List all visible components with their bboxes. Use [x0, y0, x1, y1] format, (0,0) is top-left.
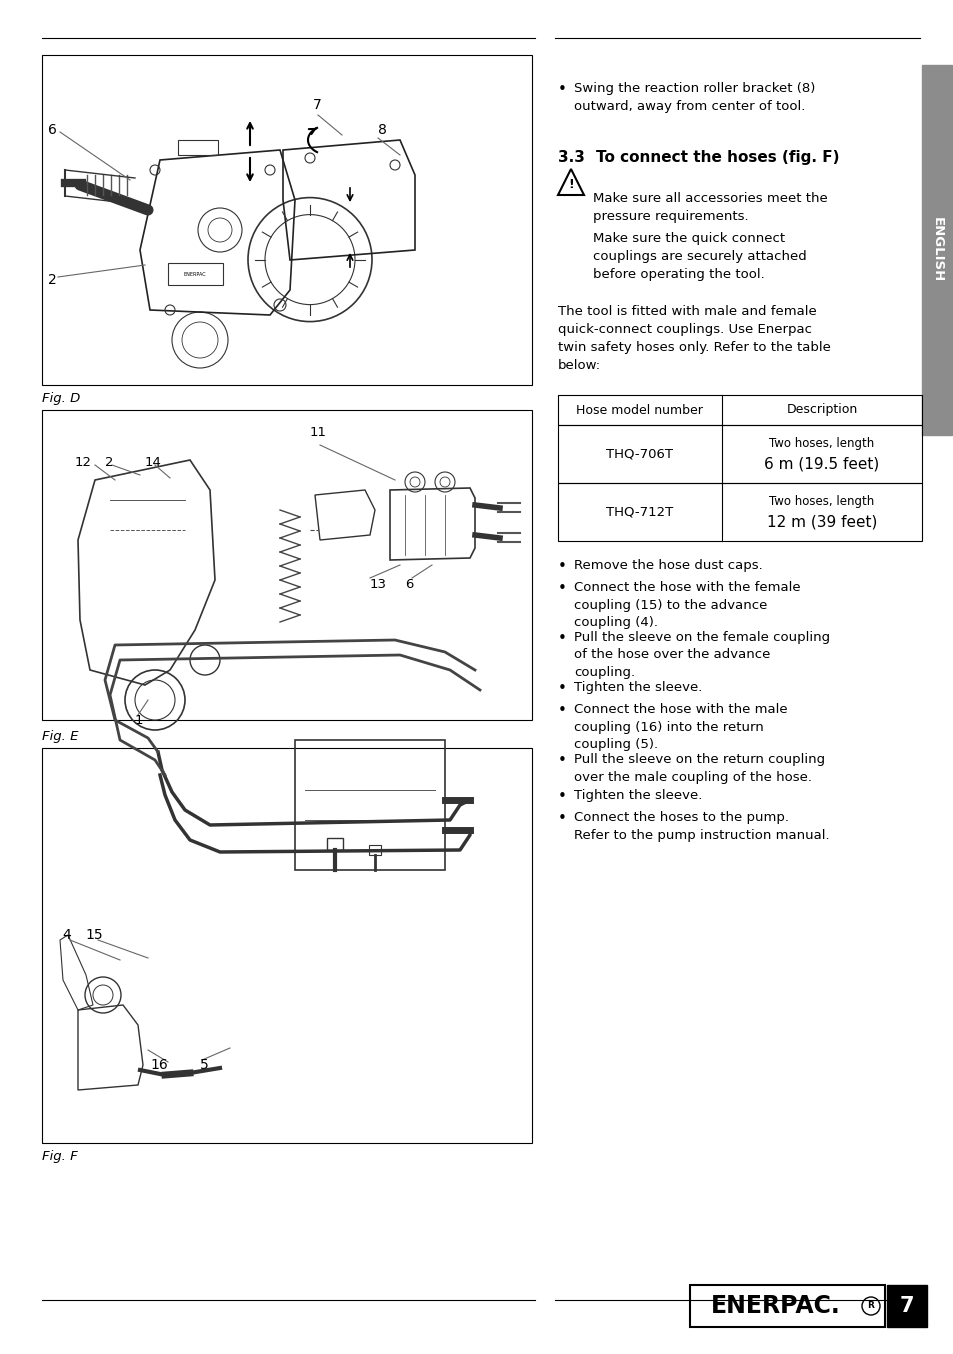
Bar — [327, 838, 343, 850]
Text: •: • — [558, 559, 566, 574]
Text: 1: 1 — [135, 714, 143, 727]
Text: ENERPAC: ENERPAC — [184, 272, 206, 276]
Text: •: • — [558, 753, 566, 768]
Text: •: • — [558, 581, 566, 596]
Text: 16: 16 — [150, 1057, 168, 1072]
Text: Description: Description — [785, 403, 857, 417]
Text: Make sure all accessories meet the
pressure requirements.: Make sure all accessories meet the press… — [593, 192, 827, 223]
Text: Fig. E: Fig. E — [42, 730, 78, 743]
Bar — [921, 65, 951, 435]
Text: Pull the sleeve on the female coupling
of the hose over the advance
coupling.: Pull the sleeve on the female coupling o… — [574, 631, 829, 678]
Text: Connect the hose with the female
coupling (15) to the advance
coupling (4).: Connect the hose with the female couplin… — [574, 581, 800, 630]
Text: To connect the hoses (fig. F): To connect the hoses (fig. F) — [596, 150, 839, 165]
Text: 12 m (39 feet): 12 m (39 feet) — [766, 515, 876, 529]
Text: Tighten the sleeve.: Tighten the sleeve. — [574, 789, 701, 802]
Text: Swing the reaction roller bracket (8)
outward, away from center of tool.: Swing the reaction roller bracket (8) ou… — [574, 83, 815, 112]
Text: •: • — [558, 789, 566, 804]
Text: The tool is fitted with male and female
quick-connect couplings. Use Enerpac
twi: The tool is fitted with male and female … — [558, 305, 830, 372]
Text: Hose model number: Hose model number — [576, 403, 702, 417]
Text: THQ-706T: THQ-706T — [606, 448, 673, 460]
Text: 7: 7 — [313, 97, 321, 112]
Text: 3.3: 3.3 — [558, 150, 584, 165]
Text: Fig. D: Fig. D — [42, 393, 80, 405]
Bar — [886, 1285, 926, 1327]
Text: Fig. F: Fig. F — [42, 1150, 77, 1163]
Bar — [369, 845, 380, 854]
Text: !: ! — [568, 177, 574, 191]
Text: ENGLISH: ENGLISH — [929, 218, 943, 283]
Text: R: R — [866, 1301, 874, 1311]
Text: ENERPAC.: ENERPAC. — [710, 1294, 840, 1317]
Text: •: • — [558, 703, 566, 718]
Bar — [558, 425, 921, 483]
Text: Two hoses, length: Two hoses, length — [768, 496, 874, 509]
Bar — [42, 747, 532, 1143]
Text: 4: 4 — [62, 927, 71, 942]
Text: 13: 13 — [370, 578, 387, 592]
Text: 2: 2 — [48, 274, 56, 287]
Text: Connect the hoses to the pump.
Refer to the pump instruction manual.: Connect the hoses to the pump. Refer to … — [574, 811, 829, 841]
Text: Pull the sleeve on the return coupling
over the male coupling of the hose.: Pull the sleeve on the return coupling o… — [574, 753, 824, 784]
Text: 2: 2 — [105, 455, 113, 468]
Text: 11: 11 — [310, 425, 327, 439]
Text: THQ-712T: THQ-712T — [606, 505, 673, 519]
Text: Connect the hose with the male
coupling (16) into the return
coupling (5).: Connect the hose with the male coupling … — [574, 703, 787, 751]
Bar — [42, 410, 532, 720]
Text: 8: 8 — [377, 123, 387, 137]
Text: Remove the hose dust caps.: Remove the hose dust caps. — [574, 559, 762, 571]
Bar — [42, 56, 532, 385]
Text: 5: 5 — [200, 1057, 209, 1072]
Bar — [558, 395, 921, 425]
Bar — [168, 263, 223, 284]
Text: •: • — [558, 811, 566, 826]
Text: 6: 6 — [48, 123, 57, 137]
Text: 6: 6 — [405, 578, 413, 592]
Text: Two hoses, length: Two hoses, length — [768, 437, 874, 451]
Text: 12: 12 — [75, 455, 91, 468]
Bar — [558, 483, 921, 542]
Text: 15: 15 — [85, 927, 103, 942]
Bar — [689, 1285, 884, 1327]
Text: •: • — [558, 83, 566, 97]
Text: 6 m (19.5 feet): 6 m (19.5 feet) — [763, 456, 879, 471]
Bar — [294, 741, 444, 871]
Text: Tighten the sleeve.: Tighten the sleeve. — [574, 681, 701, 695]
Text: Make sure the quick connect
couplings are securely attached
before operating the: Make sure the quick connect couplings ar… — [593, 232, 806, 282]
Text: 7: 7 — [899, 1296, 913, 1316]
Text: •: • — [558, 631, 566, 646]
Text: 14: 14 — [145, 455, 162, 468]
Text: •: • — [558, 681, 566, 696]
Bar — [178, 139, 218, 154]
